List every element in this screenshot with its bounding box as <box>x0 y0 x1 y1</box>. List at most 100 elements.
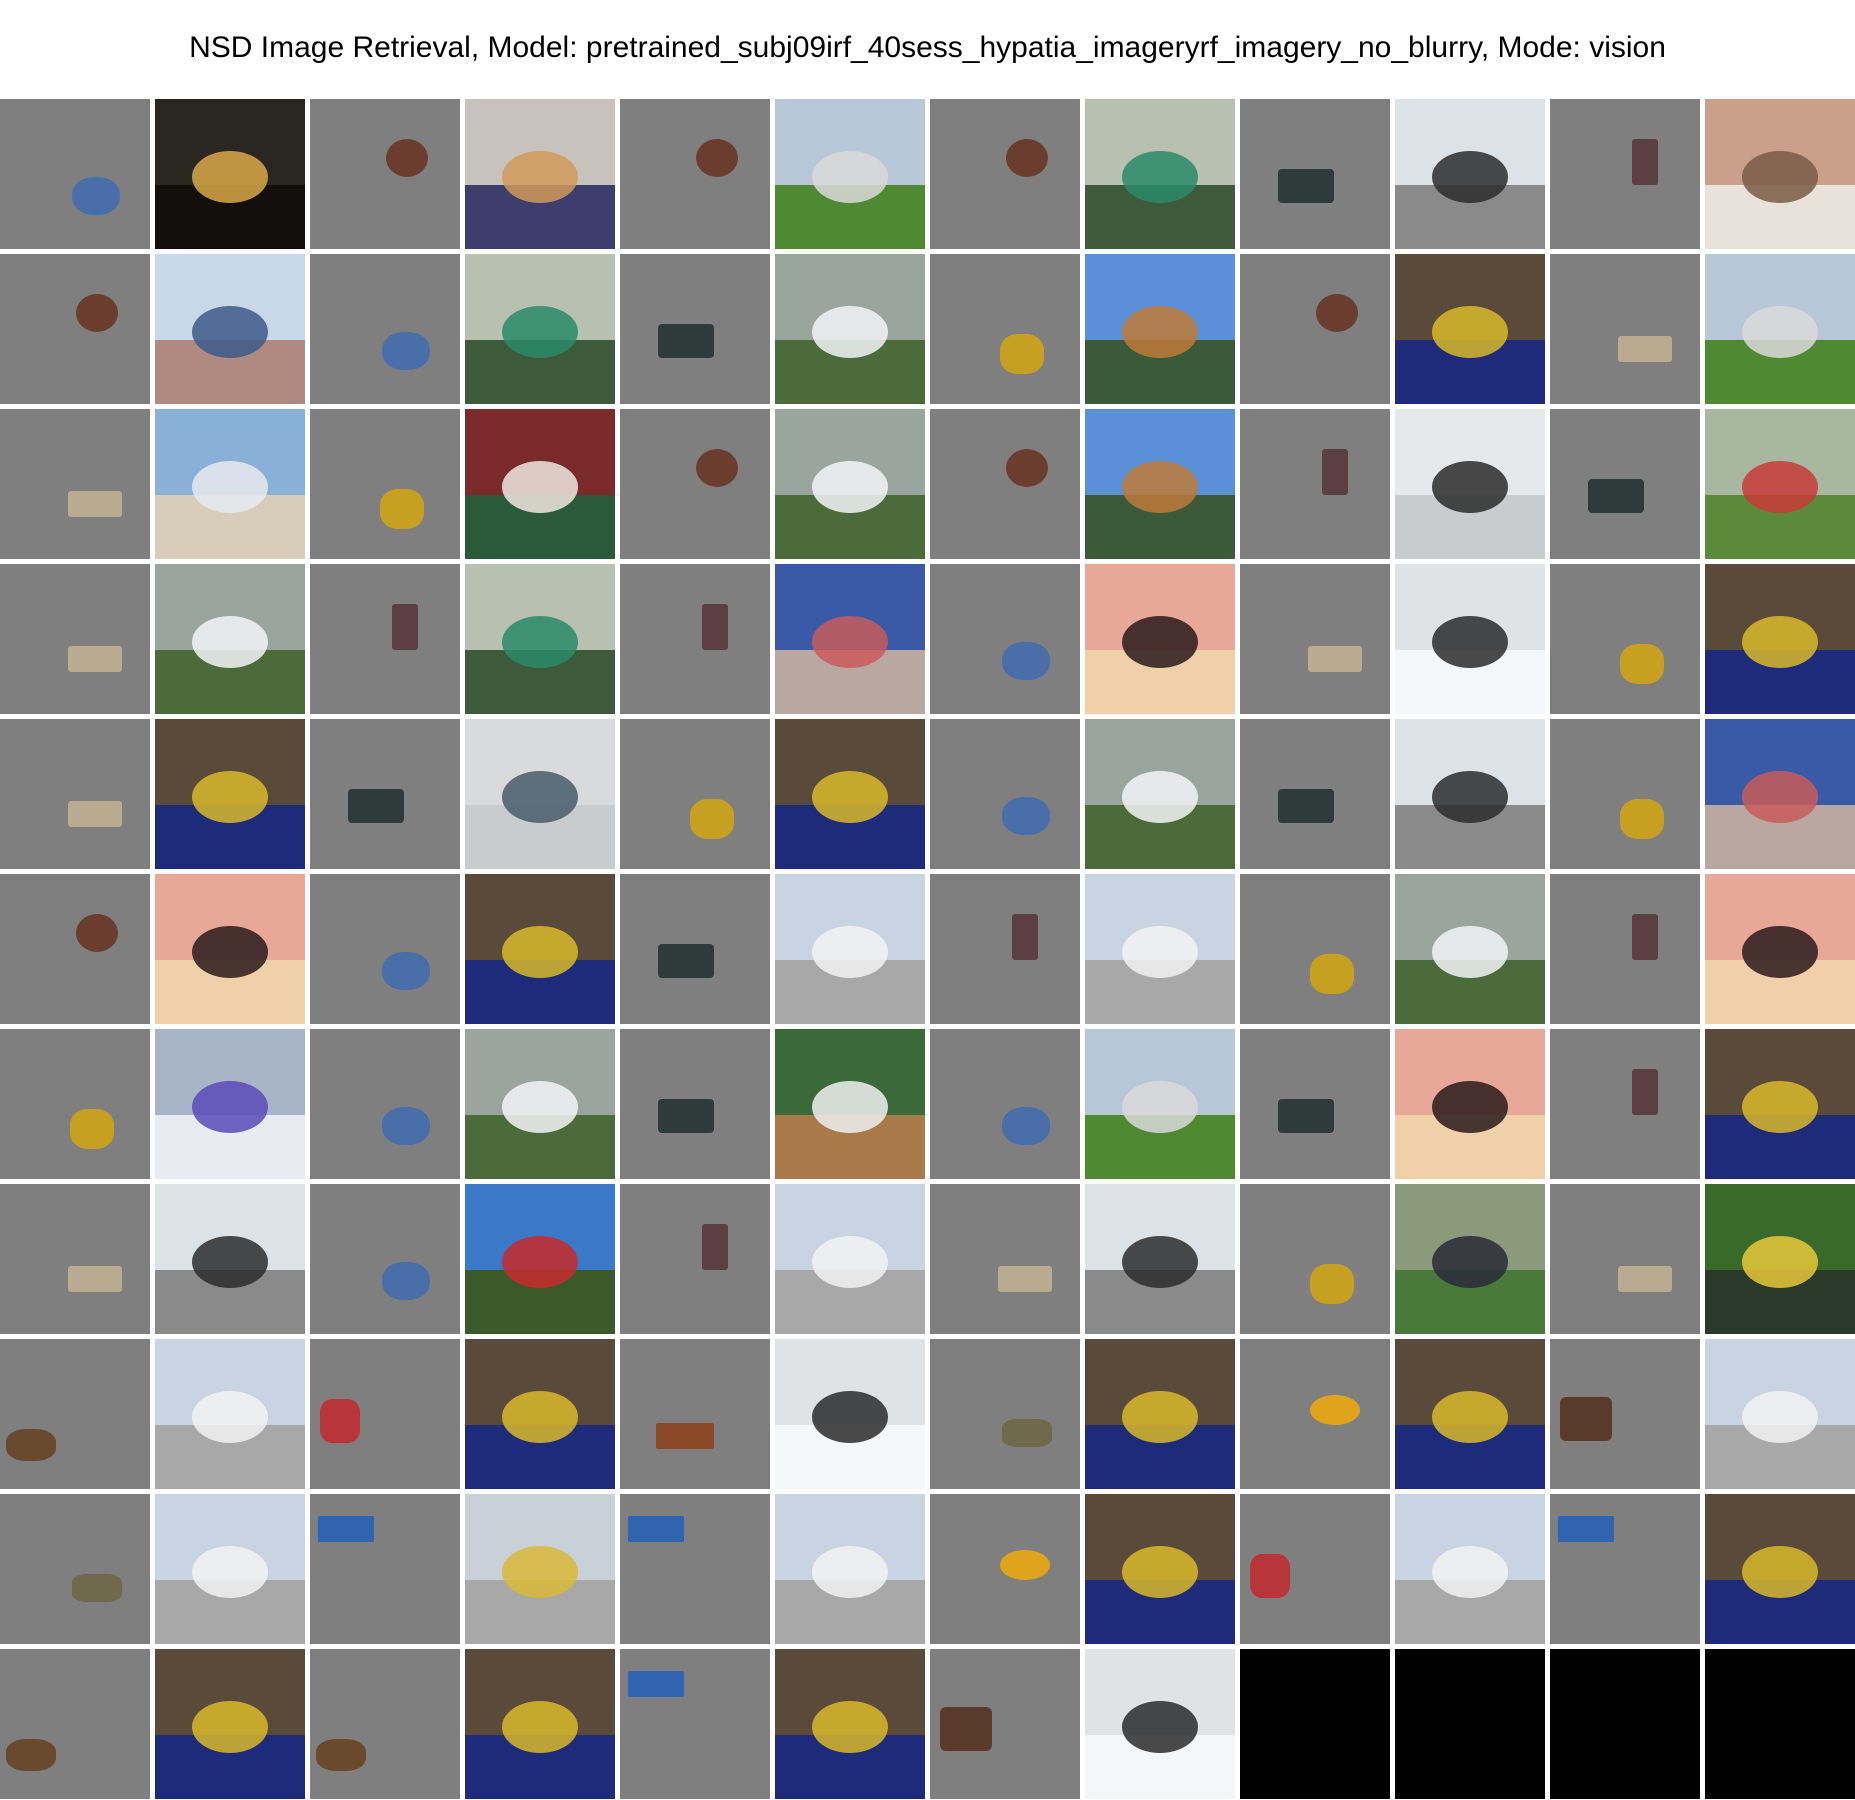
retrieved-photo-baseball-players <box>1705 1184 1855 1334</box>
stim-crowd-patch <box>1278 1099 1334 1133</box>
retrieved-photo-cessna-tarmac <box>1705 1339 1855 1489</box>
retrieved-photo-stop-sign-street <box>1705 719 1855 869</box>
stim-bottle-patch <box>702 604 728 650</box>
stimulus-tile <box>1550 719 1700 869</box>
stim-bottle-patch <box>1632 914 1658 960</box>
stimulus-tile <box>0 564 150 714</box>
retrieved-photo-skateboarder-street <box>1395 99 1545 249</box>
stim-croc-patch <box>1002 1419 1052 1447</box>
retrieved-photo-cessna-tarmac <box>1085 874 1235 1024</box>
retrieved-photo-skateboarder-street <box>1395 719 1545 869</box>
retrieved-photo-small-plane-beach <box>155 409 305 559</box>
retrieved-photo-night-city-tower <box>155 99 305 249</box>
stim-blue-cluster-patch <box>382 1262 430 1300</box>
stimulus-tile <box>0 1029 150 1179</box>
stimulus-tile <box>1240 1184 1390 1334</box>
retrieved-photo-banana-bowl <box>1085 1494 1235 1644</box>
stim-yellow-chips-patch <box>1310 1395 1360 1425</box>
retrieved-photo-kids-soccer <box>1705 409 1855 559</box>
stimulus-tile <box>620 1184 770 1334</box>
stimulus-tile <box>1550 874 1700 1024</box>
stim-gold-flower-patch <box>70 1109 114 1149</box>
stim-blue-cluster-patch <box>1002 797 1050 835</box>
stimulus-tile <box>0 719 150 869</box>
stimulus-tile <box>620 564 770 714</box>
stim-coin-patch <box>1618 336 1672 362</box>
retrieved-photo-statue-flags <box>775 1339 925 1489</box>
stimulus-tile <box>310 564 460 714</box>
stimulus-tile <box>620 1339 770 1489</box>
stim-yellow-chips-patch <box>1000 1550 1050 1580</box>
retrieved-photo-cessna-tarmac <box>775 1494 925 1644</box>
stim-sky-patch-patch <box>628 1516 684 1542</box>
stim-coin-patch <box>68 1266 122 1292</box>
stimulus-tile <box>310 874 460 1024</box>
retrieved-photo-skateboard-ramp <box>155 254 305 404</box>
stim-baby-face-patch <box>1006 139 1048 177</box>
stim-coin-patch <box>1618 1266 1672 1292</box>
retrieved-photo-banana-bowl <box>155 719 305 869</box>
stim-sky-patch-patch <box>1558 1516 1614 1542</box>
stimulus-tile <box>0 874 150 1024</box>
stim-bottle-patch <box>1632 1069 1658 1115</box>
retrieved-photo-cat-on-shelf <box>1705 99 1855 249</box>
retrieved-photo-kite-beach <box>1085 409 1235 559</box>
retrieved-photo-airplane-flying <box>775 254 925 404</box>
stimulus-tile <box>620 874 770 1024</box>
stim-coin-patch <box>1308 646 1362 672</box>
retrieved-photo-phone-table <box>155 1029 305 1179</box>
stim-baby-face-patch <box>76 914 118 952</box>
stim-gold-flower-patch <box>1620 799 1664 839</box>
retrieved-photo-road-sign-roma <box>465 564 615 714</box>
stimulus-tile <box>1550 99 1700 249</box>
stimulus-tile <box>1550 254 1700 404</box>
retrieved-photo-birthday-card <box>155 874 305 1024</box>
retrieved-photo-banana-bowl <box>465 1649 615 1799</box>
retrieved-photo-frisbee-field <box>1705 254 1855 404</box>
retrieved-photo-road-sign-roma <box>465 254 615 404</box>
stim-red-figure-patch <box>320 1399 360 1443</box>
retrieved-photo-airplane-flying <box>465 1029 615 1179</box>
retrieved-photo-frisbee-field <box>1085 1029 1235 1179</box>
stim-walrus-patch <box>6 1739 56 1771</box>
stim-blue-cluster-patch <box>382 952 430 990</box>
retrieved-photo-airplane-flying <box>155 564 305 714</box>
stim-baby-face-patch <box>696 139 738 177</box>
stim-blue-cluster-patch <box>382 1107 430 1145</box>
stimulus-tile <box>310 1339 460 1489</box>
stim-baby-face-patch <box>386 139 428 177</box>
retrieved-photo-banana-bowl <box>775 719 925 869</box>
stim-sky-patch-patch <box>318 1516 374 1542</box>
stim-baby-face-patch <box>1006 449 1048 487</box>
stim-baby-face-patch <box>1316 294 1358 332</box>
stimulus-tile <box>1240 409 1390 559</box>
stimulus-tile <box>0 99 150 249</box>
stimulus-tile <box>1550 564 1700 714</box>
stim-blue-cluster-patch <box>1002 1107 1050 1145</box>
stim-crowd-patch <box>658 1099 714 1133</box>
stim-baby-face-patch <box>76 294 118 332</box>
stimulus-tile <box>0 1184 150 1334</box>
stim-baby-face-patch <box>696 449 738 487</box>
stim-crowd-patch <box>1278 169 1334 203</box>
retrieved-photo-banana-bowl <box>775 1649 925 1799</box>
stimulus-tile <box>1550 1339 1700 1489</box>
stimulus-tile <box>1240 719 1390 869</box>
stim-faces-patch <box>1560 1397 1612 1441</box>
stim-walrus-patch <box>316 1739 366 1771</box>
stimulus-tile <box>930 254 1080 404</box>
retrieved-photo-skateboarder-street <box>155 1184 305 1334</box>
retrieved-photo-airplane-flying <box>1085 719 1235 869</box>
retrieved-photo-banana-bowl <box>465 1339 615 1489</box>
retrieved-photo-banana-bowl <box>1705 1029 1855 1179</box>
stimulus-tile <box>0 254 150 404</box>
stim-sky-patch-patch <box>628 1671 684 1697</box>
retrieved-photo-statue-flags <box>1085 1649 1235 1799</box>
empty-tile <box>1395 1649 1545 1799</box>
stim-coin-patch <box>68 491 122 517</box>
stimulus-tile <box>0 1339 150 1489</box>
stimulus-tile <box>1550 1184 1700 1334</box>
retrieved-photo-tennis-player <box>465 409 615 559</box>
stim-faces-patch <box>940 1707 992 1751</box>
empty-tile <box>1240 1649 1390 1799</box>
